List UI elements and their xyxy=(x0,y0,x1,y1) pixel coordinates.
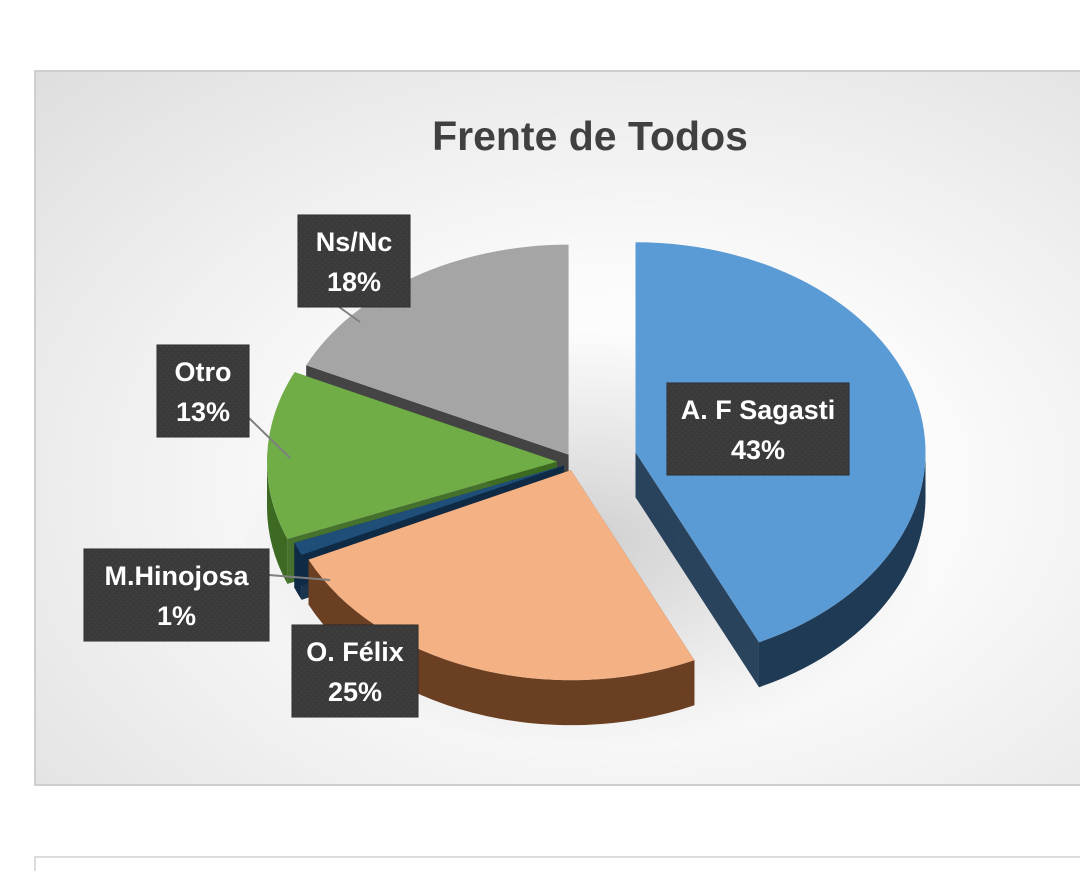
data-label-value: 1% xyxy=(157,601,196,631)
leader-line-m-hinojosa xyxy=(268,574,331,581)
slice-otro xyxy=(267,372,558,539)
slice-m-hinojosa xyxy=(294,465,564,555)
slice-side-otro xyxy=(267,461,288,584)
chart-title: Frente de Todos xyxy=(432,113,748,159)
data-label-category: Ns/Nc xyxy=(316,227,393,257)
data-label-category: A. F Sagasti xyxy=(681,395,836,425)
data-label-o-f-lix: O. Félix 25% xyxy=(291,624,419,718)
slice-side-a-f-sagasti xyxy=(758,452,926,688)
data-label-value: 25% xyxy=(328,677,382,707)
data-label-a-f-sagasti: A. F Sagasti 43% xyxy=(666,382,850,476)
data-label-value: 18% xyxy=(327,267,381,297)
data-label-m-hinojosa: M.Hinojosa 1% xyxy=(83,548,270,642)
data-label-texture xyxy=(157,345,249,437)
data-label-value: 13% xyxy=(176,397,230,427)
data-labels: A. F Sagasti 43% O. Félix 25% M.Hinojosa 1% Ot… xyxy=(83,214,850,718)
data-label-texture xyxy=(292,625,418,717)
slice-wall-a-f-sagasti-1 xyxy=(635,452,759,688)
leader-line-otro xyxy=(248,417,291,459)
next-chart-area-edge xyxy=(34,856,1080,871)
data-label-category: Otro xyxy=(175,357,232,387)
data-label-texture xyxy=(84,549,269,641)
slice-ns-nc xyxy=(306,244,569,455)
data-label-otro: Otro 13% xyxy=(156,344,250,438)
data-label-category: M.Hinojosa xyxy=(104,561,249,591)
data-label-value: 43% xyxy=(731,435,785,465)
data-label-texture xyxy=(667,383,849,475)
data-label-ns-nc: Ns/Nc 18% xyxy=(297,214,411,308)
data-label-texture xyxy=(298,215,410,307)
data-label-category: O. Félix xyxy=(306,637,404,667)
